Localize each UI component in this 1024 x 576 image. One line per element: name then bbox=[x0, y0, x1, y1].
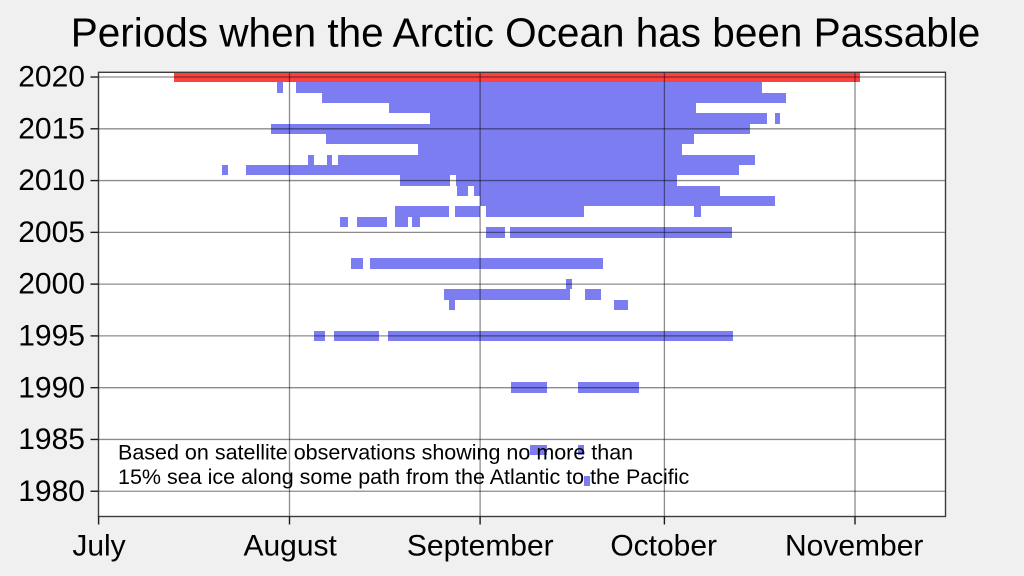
svg-text:1995: 1995 bbox=[18, 320, 85, 353]
svg-text:2015: 2015 bbox=[18, 112, 85, 145]
svg-text:15% sea ice along some path fr: 15% sea ice along some path from the Atl… bbox=[118, 465, 690, 489]
svg-text:2005: 2005 bbox=[18, 216, 85, 249]
svg-text:August: August bbox=[243, 530, 337, 563]
svg-text:2000: 2000 bbox=[18, 268, 85, 301]
svg-text:1990: 1990 bbox=[18, 371, 85, 404]
svg-text:1985: 1985 bbox=[18, 423, 85, 456]
svg-text:July: July bbox=[72, 530, 125, 563]
svg-text:Periods when the Arctic Ocean: Periods when the Arctic Ocean has been P… bbox=[71, 10, 981, 56]
svg-text:Based on satellite observation: Based on satellite observations showing … bbox=[118, 441, 633, 465]
svg-text:1980: 1980 bbox=[18, 475, 85, 508]
svg-text:September: September bbox=[407, 530, 554, 563]
svg-text:2010: 2010 bbox=[18, 164, 85, 197]
svg-text:2020: 2020 bbox=[18, 61, 85, 94]
svg-text:November: November bbox=[785, 530, 923, 563]
svg-text:October: October bbox=[610, 530, 717, 563]
